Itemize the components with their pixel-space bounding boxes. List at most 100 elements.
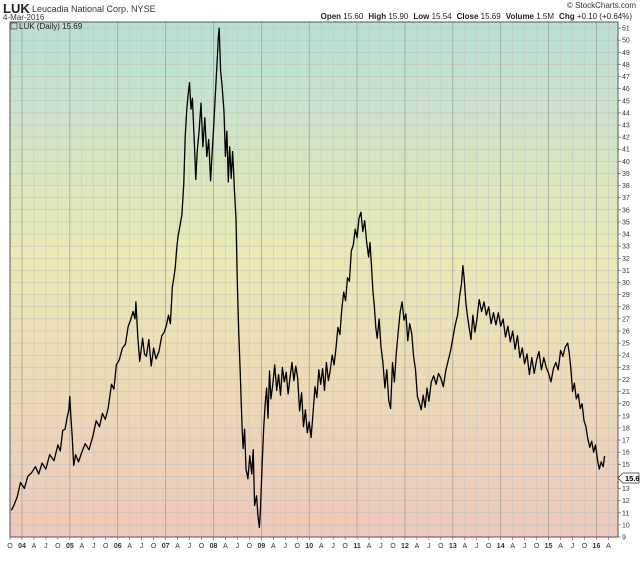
x-tick-label: O bbox=[390, 543, 396, 550]
y-tick-label: 50 bbox=[622, 38, 630, 45]
x-tick-label: A bbox=[32, 543, 37, 550]
y-tick-label: 32 bbox=[622, 256, 630, 263]
x-tick-label: J bbox=[379, 543, 383, 550]
price-series bbox=[10, 27, 606, 528]
x-tick-label: A bbox=[415, 543, 420, 550]
x-tick-label: A bbox=[462, 543, 467, 550]
x-tick-label: J bbox=[427, 543, 431, 550]
x-tick-label: O bbox=[7, 543, 13, 550]
volume-label: Volume bbox=[505, 12, 535, 21]
x-tick-label: 12 bbox=[401, 543, 409, 550]
y-tick-label: 36 bbox=[622, 207, 630, 214]
x-tick-label: A bbox=[271, 543, 276, 550]
y-tick-label: 9 bbox=[622, 535, 626, 542]
plot-border bbox=[9, 21, 619, 538]
volume-value: 1.5M bbox=[536, 12, 555, 21]
y-tick-label: 40 bbox=[622, 159, 630, 166]
y-tick-label: 37 bbox=[622, 195, 630, 202]
x-tick-label: A bbox=[223, 543, 228, 550]
x-axis: O 04 A J O 05 A J O 06 A J O 07 A J O 08 A J O 09 A J O 10 A J O 11 A J… bbox=[7, 537, 611, 550]
y-tick-label: 27 bbox=[622, 316, 630, 323]
price-line bbox=[10, 27, 606, 528]
x-tick-label: O bbox=[486, 543, 492, 550]
x-tick-label: 04 bbox=[18, 543, 26, 550]
x-tick-label: 10 bbox=[305, 543, 313, 550]
x-tick-label: A bbox=[319, 543, 324, 550]
legend-box bbox=[10, 22, 18, 30]
y-tick-label: 47 bbox=[622, 74, 630, 81]
x-tick-label: J bbox=[571, 543, 575, 550]
x-tick-label: 16 bbox=[593, 543, 601, 550]
y-tick-label: 38 bbox=[622, 183, 630, 190]
y-tick-label: 39 bbox=[622, 171, 630, 178]
y-tick-label: 51 bbox=[622, 26, 630, 33]
y-tick-label: 11 bbox=[622, 510, 629, 517]
x-tick-label: 09 bbox=[257, 543, 265, 550]
y-tick-label: 46 bbox=[622, 86, 630, 93]
x-tick-label: J bbox=[236, 543, 240, 550]
chart-header: LUK Leucadia National Corp. NYSE 4-Mar-2… bbox=[0, 0, 640, 22]
x-tick-label: O bbox=[582, 543, 588, 550]
y-tick-label: 45 bbox=[622, 98, 630, 105]
y-tick-label: 29 bbox=[622, 292, 630, 299]
y-tick-label: 48 bbox=[622, 62, 630, 69]
x-tick-label: A bbox=[606, 543, 611, 550]
x-tick-label: J bbox=[523, 543, 527, 550]
ticker-symbol: LUK bbox=[3, 1, 30, 16]
plot-background bbox=[10, 22, 618, 537]
y-tick-label: 10 bbox=[622, 522, 630, 529]
x-tick-label: O bbox=[103, 543, 109, 550]
x-tick-label: J bbox=[92, 543, 96, 550]
y-tick-label: 49 bbox=[622, 50, 630, 57]
high-value: 15.90 bbox=[388, 12, 409, 21]
y-tick-label: 30 bbox=[622, 280, 630, 287]
x-tick-label: 05 bbox=[66, 543, 74, 550]
close-value: 15.69 bbox=[480, 12, 501, 21]
y-tick-label: 13 bbox=[622, 486, 630, 493]
last-value-label: 15.69 bbox=[625, 474, 640, 483]
y-tick-label: 33 bbox=[622, 244, 630, 251]
y-tick-label: 25 bbox=[622, 341, 630, 348]
x-tick-label: A bbox=[175, 543, 180, 550]
x-tick-label: O bbox=[342, 543, 348, 550]
open-value: 15.60 bbox=[343, 12, 364, 21]
y-tick-label: 23 bbox=[622, 365, 630, 372]
x-tick-label: O bbox=[247, 543, 253, 550]
x-tick-label: 08 bbox=[210, 543, 218, 550]
y-tick-label: 16 bbox=[622, 450, 630, 457]
close-label: Close bbox=[456, 12, 479, 21]
x-tick-label: A bbox=[367, 543, 372, 550]
change-label: Chg bbox=[559, 12, 575, 21]
x-tick-label: 13 bbox=[449, 543, 457, 550]
quote-summary: Open 15.60 High 15.90 Low 15.54 Close 15.69… bbox=[321, 12, 632, 21]
y-tick-label: 42 bbox=[622, 135, 630, 142]
x-tick-label: 11 bbox=[353, 543, 361, 550]
change-value: +0.10 (+0.64%) bbox=[576, 12, 632, 21]
x-tick-label: O bbox=[151, 543, 157, 550]
x-tick-label: J bbox=[44, 543, 48, 550]
x-tick-label: J bbox=[140, 543, 144, 550]
y-tick-label: 24 bbox=[622, 353, 630, 360]
x-tick-label: O bbox=[534, 543, 540, 550]
open-label: Open bbox=[320, 12, 342, 21]
y-tick-label: 19 bbox=[622, 413, 630, 420]
y-tick-label: 18 bbox=[622, 425, 630, 432]
x-tick-label: A bbox=[510, 543, 515, 550]
quote-date: 4-Mar-2016 bbox=[3, 13, 45, 22]
x-tick-label: O bbox=[438, 543, 444, 550]
last-value-marker bbox=[617, 472, 640, 484]
y-tick-label: 31 bbox=[622, 268, 630, 275]
y-tick-label: 35 bbox=[622, 219, 630, 226]
x-tick-label: 07 bbox=[162, 543, 170, 550]
low-label: Low bbox=[413, 12, 430, 21]
x-tick-label: J bbox=[331, 543, 335, 550]
x-tick-label: O bbox=[55, 543, 61, 550]
y-tick-label: 43 bbox=[622, 123, 630, 130]
y-tick-label: 15 bbox=[622, 462, 630, 469]
chart-legend: LUK (Daily) 15.69 bbox=[19, 22, 83, 31]
x-tick-label: A bbox=[558, 543, 563, 550]
x-tick-label: 15 bbox=[545, 543, 553, 550]
x-tick-label: O bbox=[295, 543, 301, 550]
x-tick-label: 14 bbox=[497, 543, 505, 550]
